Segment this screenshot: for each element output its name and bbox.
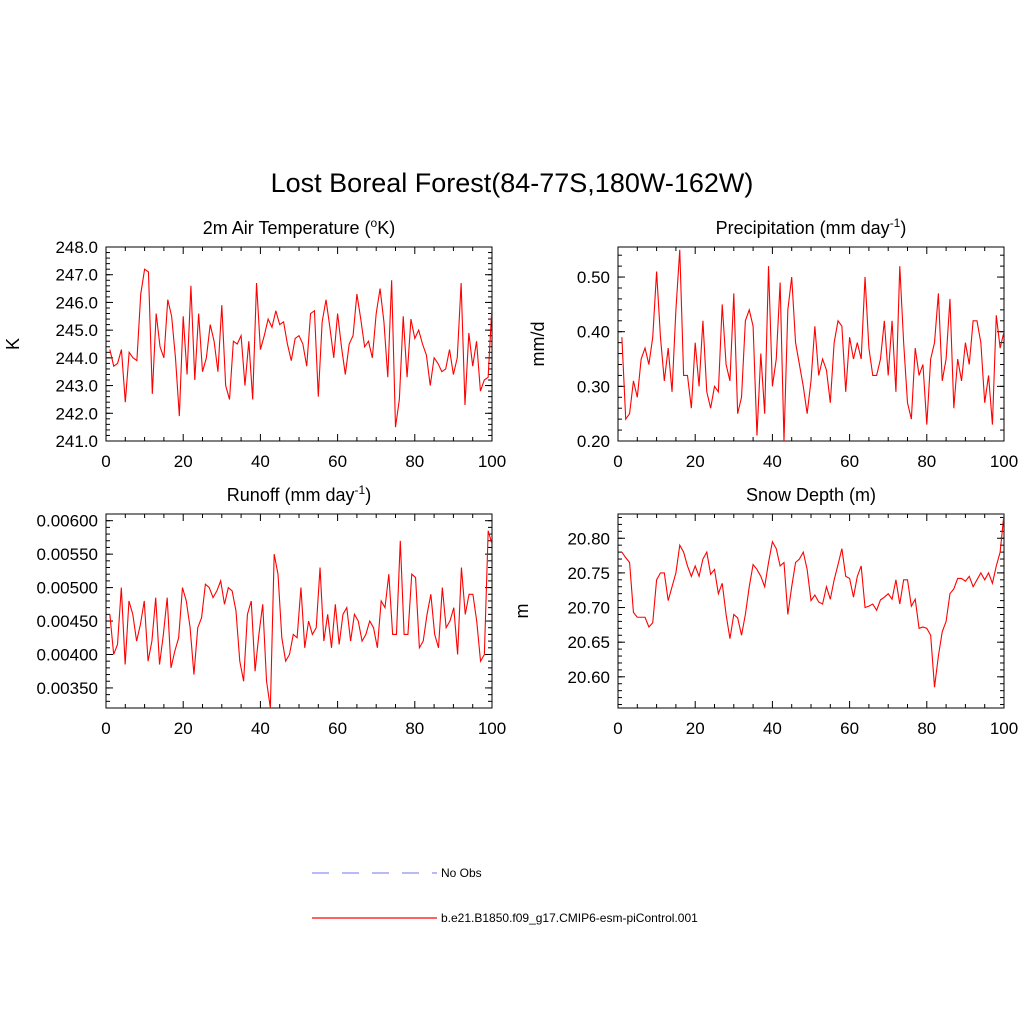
main-title: Lost Boreal Forest(84-77S,180W-162W)	[271, 168, 754, 198]
y-tick-label: 20.80	[567, 529, 610, 548]
y-tick-label: 0.00600	[37, 512, 98, 531]
y-tick-label: 0.00350	[37, 679, 98, 698]
y-tick-label: 0.00550	[37, 545, 98, 564]
x-tick-label: 0	[101, 452, 110, 471]
x-tick-label: 80	[405, 452, 424, 471]
series-line	[621, 514, 1004, 688]
x-tick-label: 20	[174, 452, 193, 471]
y-axis-label: mm/d	[528, 322, 548, 367]
x-tick-label: 20	[686, 452, 705, 471]
y-tick-label: 0.40	[577, 323, 610, 342]
y-axis-label: m	[512, 604, 532, 619]
chart-panels: 0 20 40 60 80 100 241.0 242.0 243.0 244.0 245.0 246…	[3, 216, 1018, 738]
x-tick-label: 100	[478, 719, 506, 738]
plot-frame	[105, 246, 493, 442]
legend: No Obs b.e21.B1850.f09_g17.CMIP6-esm-piC…	[312, 866, 698, 925]
chart-panel-0: 0 20 40 60 80 100 241.0 242.0 243.0 244.0 245.0 246…	[3, 216, 506, 471]
x-tick-label: 60	[328, 452, 347, 471]
y-tick-label: 0.50	[577, 268, 610, 287]
y-axis-label: K	[3, 338, 23, 350]
y-tick-label: 247.0	[55, 266, 98, 285]
x-tick-label: 100	[990, 719, 1018, 738]
y-tick-label: 0.00400	[37, 645, 98, 664]
x-tick-label: 100	[478, 452, 506, 471]
plot-frame	[617, 513, 1005, 709]
x-tick-label: 0	[613, 452, 622, 471]
panel-title: Runoff (mm day-1)	[227, 483, 371, 505]
x-tick-label: 80	[405, 719, 424, 738]
x-tick-label: 100	[990, 452, 1018, 471]
y-tick-label: 242.0	[55, 404, 98, 423]
y-tick-label: 20.75	[567, 564, 610, 583]
x-tick-label: 0	[613, 719, 622, 738]
plot-frame	[617, 246, 1005, 442]
y-tick-label: 243.0	[55, 377, 98, 396]
legend-label-no-obs: No Obs	[441, 866, 482, 880]
y-tick-label: 246.0	[55, 293, 98, 312]
chart-panel-1: 0 20 40 60 80 100 0.20 0.30 0.40 0.50 Precipitatio…	[528, 216, 1018, 471]
y-tick-label: 20.70	[567, 599, 610, 618]
x-tick-label: 80	[917, 452, 936, 471]
y-tick-label: 20.60	[567, 668, 610, 687]
x-tick-label: 20	[174, 719, 193, 738]
panel-title: Precipitation (mm day-1)	[716, 216, 907, 238]
series-line	[621, 249, 1004, 441]
x-tick-label: 20	[686, 719, 705, 738]
y-tick-label: 20.65	[567, 633, 610, 652]
y-tick-label: 0.00500	[37, 579, 98, 598]
x-tick-label: 40	[763, 719, 782, 738]
y-tick-label: 0.20	[577, 432, 610, 451]
panel-title: Snow Depth (m)	[746, 485, 876, 505]
x-tick-label: 80	[917, 719, 936, 738]
x-tick-label: 40	[251, 452, 270, 471]
y-tick-label: 0.00450	[37, 612, 98, 631]
x-tick-label: 60	[328, 719, 347, 738]
x-tick-label: 40	[763, 452, 782, 471]
x-tick-label: 40	[251, 719, 270, 738]
chart-panel-2: 0 20 40 60 80 100 0.00350 0.00400 0.00450 0.00500…	[37, 483, 507, 738]
x-tick-label: 60	[840, 719, 859, 738]
x-tick-label: 0	[101, 719, 110, 738]
y-tick-label: 244.0	[55, 349, 98, 368]
panel-title: 2m Air Temperature (oK)	[203, 216, 395, 238]
y-tick-label: 248.0	[55, 238, 98, 257]
y-tick-label: 0.30	[577, 377, 610, 396]
series-line	[109, 530, 492, 708]
x-tick-label: 60	[840, 452, 859, 471]
series-line	[109, 268, 492, 428]
y-tick-label: 245.0	[55, 321, 98, 340]
y-tick-label: 241.0	[55, 432, 98, 451]
chart-panel-3: 0 20 40 60 80 100 20.60 20.65 20.70 20.75 20.80 Sno…	[512, 485, 1018, 738]
legend-label-model: b.e21.B1850.f09_g17.CMIP6-esm-piControl.…	[441, 911, 698, 925]
